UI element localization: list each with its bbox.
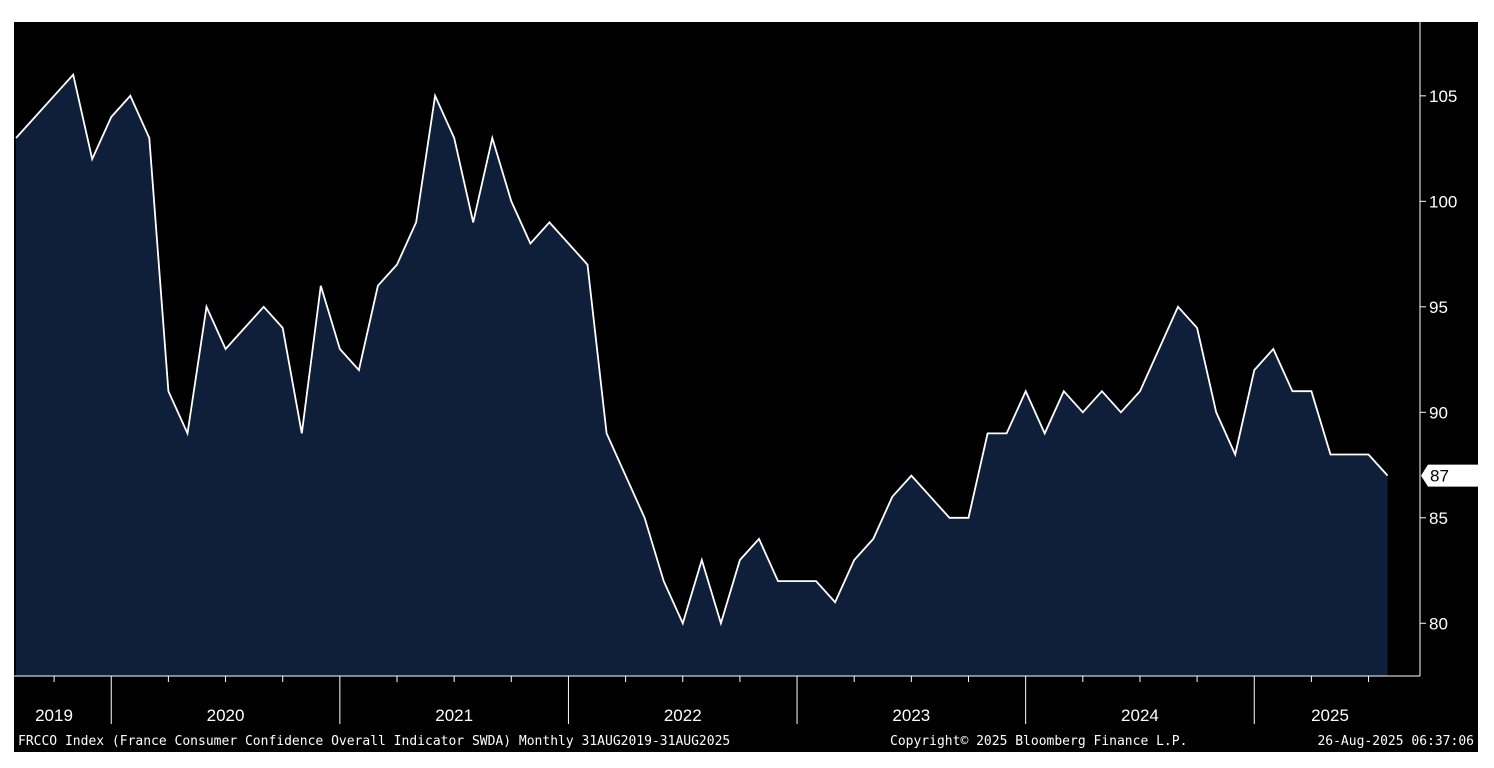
last-value-tag bbox=[1421, 464, 1478, 487]
x-year-label: 2020 bbox=[207, 706, 245, 725]
y-tick-label: 90 bbox=[1429, 403, 1448, 422]
x-year-label: 2023 bbox=[892, 706, 930, 725]
x-year-label: 2024 bbox=[1121, 706, 1159, 725]
footer-copyright: Copyright© 2025 Bloomberg Finance L.P. bbox=[890, 734, 1187, 749]
plot-area bbox=[15, 72, 1389, 676]
y-tick-label: 105 bbox=[1429, 87, 1457, 106]
x-year-label: 2022 bbox=[664, 706, 702, 725]
chart-frame: 80 85 90 95 100 105 2019 2020 2021 2022 2023 2024 2… bbox=[14, 22, 1478, 752]
y-tick-label: 95 bbox=[1429, 298, 1448, 317]
y-axis: 80 85 90 95 100 105 bbox=[1419, 22, 1457, 676]
area-fill bbox=[16, 74, 1388, 676]
footer: FRCCO Index (France Consumer Confidence … bbox=[18, 734, 1474, 749]
y-tick-label: 80 bbox=[1429, 614, 1448, 633]
y-tick-label: 85 bbox=[1429, 509, 1448, 528]
series-line bbox=[15, 72, 1389, 627]
x-year-label: 2019 bbox=[35, 706, 73, 725]
last-value-label: 87 bbox=[1430, 467, 1449, 486]
footer-description: FRCCO Index (France Consumer Confidence … bbox=[18, 734, 730, 749]
x-axis: 2019 2020 2021 2022 2023 2024 2025 bbox=[14, 675, 1420, 725]
x-year-label: 2021 bbox=[435, 706, 473, 725]
last-value-marker: 87 bbox=[1421, 464, 1478, 487]
x-year-label: 2025 bbox=[1311, 706, 1349, 725]
footer-timestamp: 26-Aug-2025 06:37:06 bbox=[1317, 734, 1474, 749]
y-tick-label: 100 bbox=[1429, 192, 1457, 211]
